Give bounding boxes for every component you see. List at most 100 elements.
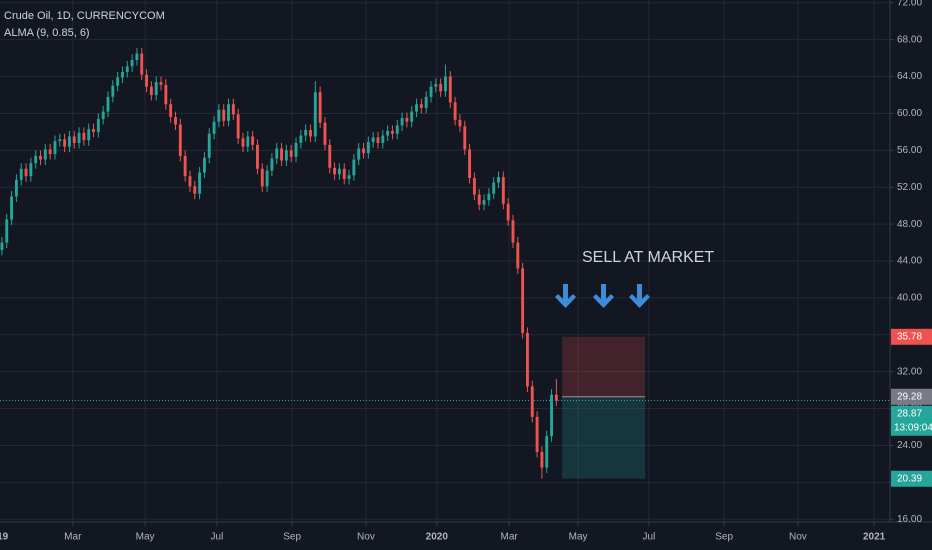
candle-body [535, 416, 539, 452]
candle-body [395, 125, 399, 134]
candle-body [463, 126, 467, 150]
last-price-label: 28.87 [897, 408, 922, 419]
candle-body [280, 148, 284, 161]
candle-body [198, 172, 202, 194]
candle-body [299, 135, 303, 143]
candle-body [313, 92, 317, 137]
candle-body [424, 96, 428, 108]
candle-body [130, 59, 134, 67]
candle-body [48, 149, 52, 155]
entry-label-bg [891, 388, 932, 405]
candle-body [125, 66, 129, 72]
price-axis [890, 0, 932, 550]
candle-body [67, 136, 71, 147]
candle-body [164, 84, 168, 105]
candle-body [19, 168, 23, 180]
candle-body [434, 83, 438, 87]
y-tick-label: 68.00 [897, 34, 922, 45]
candle-body [381, 135, 385, 143]
candle-body [241, 138, 245, 147]
candle-body [43, 149, 47, 160]
candle-body [357, 148, 361, 160]
candle-body [284, 150, 288, 161]
x-tick-label: 2019 [0, 532, 9, 543]
candles [0, 47, 890, 479]
candle-body [29, 163, 33, 177]
candle-body [511, 220, 515, 243]
arrow [629, 284, 650, 308]
candle-body [87, 129, 91, 141]
candle-body [24, 168, 28, 177]
x-tick-label: Sep [283, 532, 301, 543]
candle-body [236, 114, 240, 139]
x-tick-label: Sep [715, 532, 733, 543]
sell-arrows [555, 284, 650, 308]
candle-body [337, 168, 341, 175]
candle-body [178, 124, 182, 156]
candle-body [366, 142, 370, 154]
x-tick-label: 2021 [863, 532, 886, 543]
candle-body [227, 104, 230, 121]
candle-body [154, 82, 158, 95]
candle-body [5, 219, 9, 243]
candle-body [468, 149, 472, 178]
candle-body [72, 136, 76, 143]
candle-body [207, 133, 211, 158]
candle-body [265, 170, 269, 187]
x-tick-label: 2020 [426, 532, 449, 543]
candle-body [405, 118, 409, 122]
candle-body [333, 167, 337, 175]
stop-label: 35.78 [897, 331, 922, 342]
candle-body [304, 130, 308, 136]
candle-body [386, 130, 390, 136]
candle-body [96, 118, 100, 132]
candle-body [554, 394, 558, 401]
candle-body [318, 92, 322, 123]
candle-body [10, 196, 14, 220]
candle-body [530, 386, 534, 417]
candle-body [58, 139, 62, 142]
candle-body [289, 150, 293, 157]
candle-body [323, 122, 327, 145]
candle-body [188, 176, 192, 187]
x-tick-label: Jul [211, 532, 224, 543]
candle-body [376, 137, 380, 143]
candle-body [501, 177, 505, 204]
axis-labels: 16.0020.0024.0028.0032.0036.0040.0044.00… [0, 0, 922, 543]
candle-body [101, 111, 105, 119]
candle-body [400, 118, 404, 126]
candle-body [391, 130, 394, 134]
candle-body [477, 194, 481, 205]
stop-label-bg [891, 328, 932, 345]
candle-body [521, 268, 525, 333]
candle-body [342, 168, 346, 179]
candle-body [328, 144, 332, 168]
y-tick-label: 56.00 [897, 145, 922, 156]
candle-body [545, 436, 549, 468]
x-tick-label: Mar [501, 532, 519, 543]
stop-zone [562, 336, 646, 397]
candle-body [525, 332, 529, 387]
candle-body [106, 96, 110, 112]
x-tick-label: May [569, 532, 588, 543]
x-tick-label: Jul [643, 532, 656, 543]
candle-body [550, 394, 553, 437]
annotation: SELL AT MARKET [582, 249, 714, 266]
candle-body [309, 130, 312, 137]
candle-body [77, 132, 81, 143]
x-tick-label: May [136, 532, 155, 543]
candle-body [92, 129, 95, 132]
time-axis [0, 522, 932, 550]
candle-body [294, 142, 298, 157]
candle-body [415, 104, 419, 112]
target-label: 20.39 [897, 473, 922, 484]
candle-body [352, 159, 356, 176]
candle-body [111, 85, 115, 97]
candle-body [63, 139, 67, 147]
candle-body [231, 104, 235, 115]
y-tick-label: 52.00 [897, 182, 922, 193]
chart-title: Crude Oil, 1D, CURRENCYCOM [4, 10, 165, 22]
